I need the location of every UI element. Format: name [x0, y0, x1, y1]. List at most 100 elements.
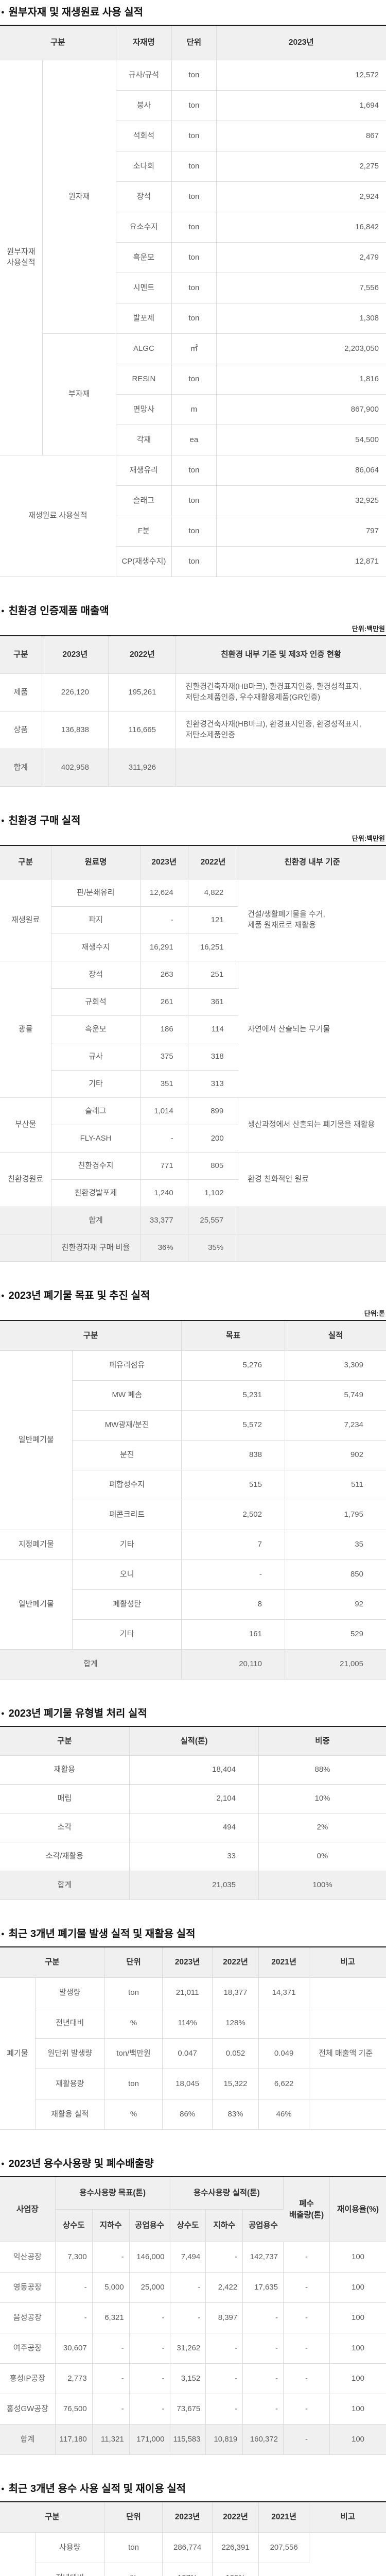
unit-label: 단위:톤: [364, 1310, 385, 1317]
cell: 장석: [51, 961, 141, 989]
header-cell: 단위: [104, 2502, 163, 2533]
cell: 0.047: [162, 2038, 213, 2069]
cell: 규회석: [51, 988, 141, 1016]
cell: 351: [140, 1070, 188, 1098]
cell: 195,261: [108, 673, 177, 711]
header-cell: 실적: [285, 1320, 386, 1351]
cell: 86,064: [216, 455, 386, 486]
cell: [309, 2008, 386, 2039]
cell: -: [258, 2563, 309, 2576]
header-cell: 단위: [171, 25, 217, 60]
cell: [309, 2069, 386, 2099]
cell: 121: [188, 906, 238, 934]
cell: 친환경원료: [0, 1152, 52, 1207]
cell: -: [170, 2272, 206, 2303]
cell: ton: [171, 242, 217, 273]
cell: 7,556: [216, 273, 386, 303]
cell: 친환경수지: [51, 1152, 141, 1180]
cell: 867,900: [216, 394, 386, 425]
cell: 각재: [116, 425, 172, 455]
cell: 합계: [51, 1207, 141, 1234]
cell: 14,371: [258, 1977, 310, 2008]
cell: 2,924: [216, 181, 386, 212]
cell: 494: [129, 1813, 259, 1842]
cell: 3,309: [285, 1350, 386, 1381]
cell: 109%: [212, 2563, 259, 2576]
cell: 영동공장: [0, 2272, 56, 2303]
cell: 폐콘크리트: [72, 1500, 182, 1530]
cell: 규사/규석: [116, 60, 172, 91]
cell: -: [92, 2242, 130, 2273]
section-eco-certified-sales: ● 친환경 인증제품 매출액 단위:백만원 구분 2023년 2022년 친환경 내부 …: [0, 604, 386, 787]
section-title-text: 최근 3개년 용수 사용 실적 및 재이용 실적: [8, 2483, 186, 2495]
cell: ton: [171, 121, 217, 151]
header-cell: 공업용수: [242, 2209, 284, 2242]
cell: -: [283, 2363, 330, 2394]
cell: 폐합성수지: [72, 1470, 182, 1500]
cell: 18,404: [129, 1755, 259, 1785]
bullet-icon: ●: [1, 818, 5, 824]
cell: 128%: [212, 2008, 259, 2039]
cell: 익산공장: [0, 2242, 56, 2273]
section-title-text: 최근 3개년 폐기물 발생 실적 및 재활용 실적: [8, 1928, 196, 1940]
cell: 일반폐기물: [0, 1350, 73, 1530]
cell: 1,102: [188, 1179, 238, 1207]
cell: 3,152: [170, 2363, 206, 2394]
cell: 902: [285, 1440, 386, 1470]
header-cell: 2023년: [140, 845, 188, 879]
cell: [258, 2008, 310, 2039]
cell: 100: [329, 2272, 386, 2303]
cell: 100: [329, 2333, 386, 2364]
header-cell: 구분: [0, 25, 116, 60]
cell: ton: [104, 2532, 163, 2563]
cell: 375: [140, 1043, 188, 1071]
cell: 5,276: [181, 1350, 285, 1381]
cell: 붕사: [116, 90, 172, 121]
cell: 33: [129, 1842, 259, 1871]
cell: 환경 친화적인 원료: [238, 1152, 386, 1207]
bullet-icon: ●: [1, 2486, 5, 2492]
cell: 2,422: [205, 2272, 243, 2303]
cell: [238, 1234, 386, 1262]
cell: 폐기물: [0, 1977, 36, 2130]
cell: 114%: [162, 2008, 213, 2039]
cell: 127%: [162, 2563, 213, 2576]
cell: 18,377: [212, 1977, 259, 2008]
cell: 25,557: [188, 1207, 239, 1234]
cell: -: [283, 2242, 330, 2273]
data-table: 구분단위2023년2022년2021년비고용수사용량ton286,774226,…: [0, 2501, 386, 2576]
cell: %: [104, 2563, 163, 2576]
cell: 838: [181, 1440, 285, 1470]
cell: 일반폐기물: [0, 1560, 73, 1650]
cell: 2,502: [181, 1500, 285, 1530]
cell: 12,871: [216, 546, 386, 577]
cell: 31,262: [170, 2333, 206, 2364]
section-water-3year: ● 최근 3개년 용수 사용 실적 및 재이용 실적 구분 단위 2023년 2022년…: [0, 2482, 386, 2576]
cell: 12,572: [216, 60, 386, 91]
section-water-usage: ● 2023년 용수사용량 및 폐수배출량 사업장 용수사용량 목표(톤) 용수사용량…: [0, 2157, 386, 2455]
header-cell: 친환경 내부 기준: [238, 845, 386, 879]
table-eco-purchase: 구분 원료명 2023년 2022년 친환경 내부 기준 재생원료 판/분쇄유리 12,624…: [0, 845, 386, 1262]
cell: -: [181, 1560, 285, 1590]
header-cell: 상수도: [55, 2209, 93, 2242]
cell: 5,231: [181, 1380, 285, 1411]
cell: 136,838: [42, 711, 109, 749]
bullet-icon: ●: [1, 1293, 5, 1299]
cell: -: [242, 2394, 284, 2425]
cell: -: [205, 2242, 243, 2273]
cell: 46%: [258, 2099, 310, 2130]
cell: [309, 2099, 386, 2130]
cell: * 당사는 전공장 폐수 전량 재이용 * 원단위 사용량 전체 매출액 기준: [309, 2532, 386, 2576]
header-cell: 실적(톤): [129, 1726, 259, 1756]
cell: 흑운모: [116, 242, 172, 273]
cell: 합계: [0, 1649, 182, 1680]
cell: 재생원료 사용실적: [0, 455, 116, 577]
header-cell: 2022년: [188, 845, 239, 879]
cell: 10,819: [205, 2424, 243, 2455]
header-cell: 2022년: [212, 2502, 259, 2533]
cell: 전체 매출액 기준: [309, 2038, 386, 2069]
cell: 36%: [140, 1234, 188, 1262]
cell: ton: [104, 1977, 163, 2008]
cell: 사용량: [35, 2532, 105, 2563]
bullet-icon: ●: [1, 1931, 5, 1937]
